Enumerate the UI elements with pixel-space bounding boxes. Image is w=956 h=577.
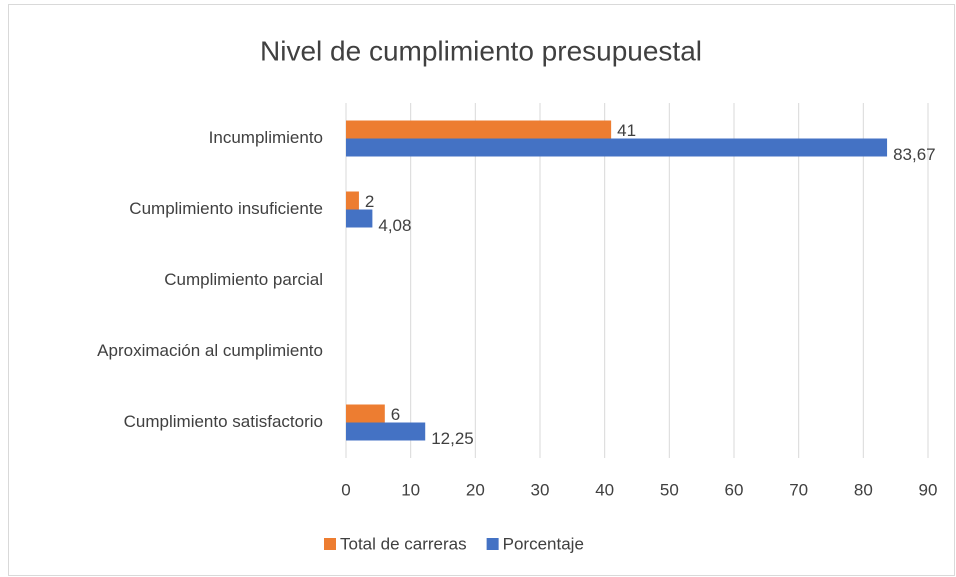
data-label: 4,08 [378,216,411,235]
x-tick-label: 10 [401,480,420,499]
x-tick-label: 80 [854,480,873,499]
x-tick-label: 90 [919,480,938,499]
bar [346,422,426,441]
y-tick-label: Incumplimiento [209,128,323,147]
y-tick-label: Aproximación al cumplimiento [97,341,323,360]
x-tick-label: 30 [531,480,550,499]
bar [346,209,373,228]
x-tick-label: 0 [341,480,350,499]
y-tick-label: Cumplimiento insuficiente [129,199,323,218]
legend-swatch [486,538,499,550]
data-label: 83,67 [893,145,936,164]
data-label: 41 [617,121,636,140]
bar [346,404,385,423]
bar [346,120,612,139]
data-label: 6 [391,405,400,424]
x-tick-label: 20 [466,480,485,499]
y-tick-label: Cumplimiento parcial [164,270,323,289]
data-label: 2 [365,192,374,211]
data-label: 12,25 [431,429,474,448]
chart-border [8,4,955,576]
legend-swatch [324,538,336,550]
chart-title: Nivel de cumplimiento presupuestal [260,35,702,66]
x-tick-label: 50 [660,480,679,499]
bar [346,138,888,157]
x-tick-label: 70 [789,480,808,499]
bar [346,191,359,210]
legend-label: Porcentaje [503,534,584,553]
y-tick-label: Cumplimiento satisfactorio [124,412,323,431]
x-tick-label: 40 [595,480,614,499]
x-tick-label: 60 [725,480,744,499]
legend-label: Total de carreras [340,534,467,553]
